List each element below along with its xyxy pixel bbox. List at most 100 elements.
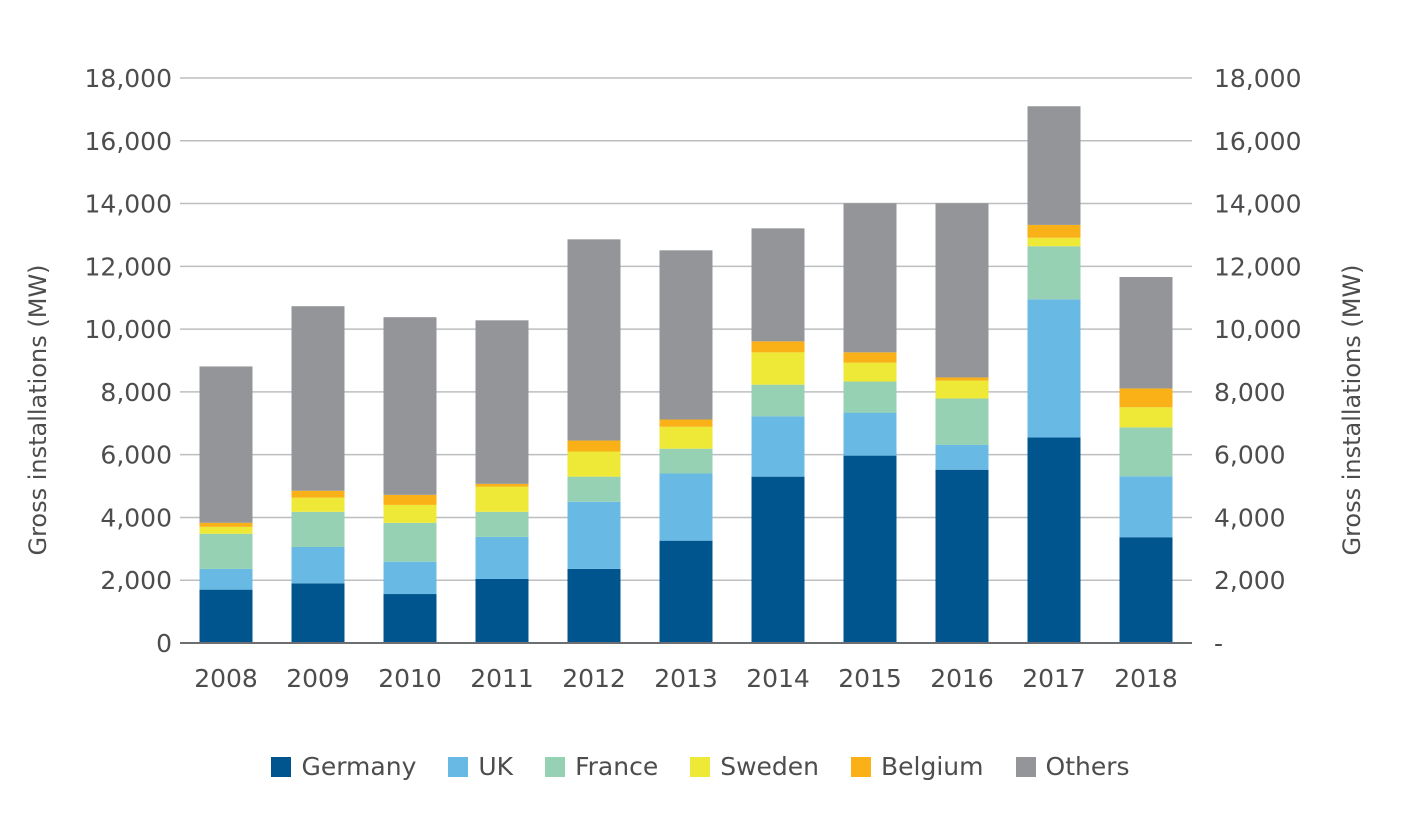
bar-sweden-2018 [1119, 407, 1173, 428]
bar-france-2016 [935, 398, 989, 445]
y-tick-label-left: 12,000 [85, 252, 172, 281]
y-tick-label-left: 10,000 [85, 315, 172, 344]
bar-stack-2018 [1119, 277, 1173, 643]
x-axis-ticks: 2008 2009 2010 2011 2012 2013 2014 2015 2016 2017… [194, 664, 1178, 693]
bar-uk-2015 [843, 412, 897, 456]
legend-item-sweden: Sweden [690, 752, 819, 781]
bar-france-2009 [291, 511, 345, 547]
y-axis-right-title: Gross installations (MW) [1338, 264, 1366, 555]
bar-uk-2010 [383, 561, 437, 595]
bar-stack-2016 [935, 203, 989, 643]
bar-germany-2017 [1027, 437, 1081, 643]
bar-belgium-2008 [199, 522, 253, 527]
x-tick-label: 2009 [286, 664, 350, 693]
bar-uk-2018 [1119, 476, 1173, 538]
bar-stack-2017 [1027, 106, 1081, 643]
bar-stack-2013 [659, 250, 713, 643]
legend-swatch [448, 756, 469, 777]
bar-germany-2008 [199, 589, 253, 643]
legend-swatch [271, 756, 292, 777]
bar-uk-2009 [291, 546, 345, 584]
bar-sweden-2016 [935, 380, 989, 399]
bar-france-2017 [1027, 246, 1081, 300]
y-tick-label-right: 18,000 [1214, 64, 1301, 93]
y-tick-label-left: 0 [156, 629, 172, 658]
bar-stack-2015 [843, 203, 897, 643]
bar-germany-2012 [567, 568, 621, 643]
bar-others-2008 [199, 366, 253, 523]
bar-sweden-2017 [1027, 237, 1081, 247]
bar-germany-2009 [291, 583, 345, 643]
bar-belgium-2013 [659, 419, 713, 427]
x-tick-label: 2008 [194, 664, 258, 693]
legend-label: UK [478, 752, 514, 781]
bar-france-2013 [659, 448, 713, 474]
y-tick-label-right: 10,000 [1214, 315, 1301, 344]
y-tick-label-left: 2,000 [100, 566, 172, 595]
bar-others-2010 [383, 317, 437, 495]
bar-stack-2011 [475, 320, 529, 643]
bar-uk-2011 [475, 536, 529, 579]
legend-label: Others [1045, 752, 1130, 781]
legend-swatch [690, 756, 711, 777]
x-tick-label: 2015 [838, 664, 902, 693]
x-tick-label: 2010 [378, 664, 442, 693]
bar-france-2014 [751, 384, 805, 417]
bar-france-2012 [567, 476, 621, 502]
legend-item-belgium: Belgium [851, 752, 984, 781]
bar-others-2009 [291, 306, 345, 491]
legend-label: Sweden [720, 752, 820, 781]
bar-stack-2014 [751, 228, 805, 643]
y-tick-label-left: 4,000 [100, 503, 172, 532]
bar-others-2016 [935, 203, 989, 378]
bar-uk-2008 [199, 568, 253, 590]
bar-belgium-2010 [383, 494, 437, 505]
legend-item-france: France [545, 752, 658, 781]
y-axis-left-ticks: 0 2,000 4,000 6,000 8,000 10,000 12,000 14,000 1… [85, 64, 172, 658]
y-tick-label-left: 8,000 [100, 378, 172, 407]
legend-label: Germany [301, 752, 417, 781]
bar-france-2011 [475, 511, 529, 537]
legend-swatch [1015, 756, 1036, 777]
bar-uk-2017 [1027, 299, 1081, 438]
legend-item-others: Others [1015, 752, 1130, 781]
bar-belgium-2018 [1119, 388, 1173, 408]
stacked-bar-chart: 0 2,000 4,000 6,000 8,000 10,000 12,000 14,000 1… [24, 64, 1366, 693]
bars [199, 106, 1173, 643]
x-tick-label: 2012 [562, 664, 626, 693]
bar-stack-2012 [567, 239, 621, 643]
y-tick-label-right: 16,000 [1214, 127, 1301, 156]
bar-others-2011 [475, 320, 529, 484]
x-tick-label: 2018 [1114, 664, 1178, 693]
bar-france-2008 [199, 533, 253, 569]
legend-label: Belgium [881, 752, 984, 781]
legend-swatch [545, 756, 566, 777]
bar-germany-2014 [751, 476, 805, 643]
legend-swatch [851, 756, 872, 777]
bar-germany-2010 [383, 594, 437, 643]
bar-stack-2008 [199, 366, 253, 643]
y-tick-label-right: 2,000 [1214, 566, 1286, 595]
bar-sweden-2013 [659, 426, 713, 449]
y-tick-label-left: 14,000 [85, 190, 172, 219]
bar-germany-2016 [935, 469, 989, 643]
bar-belgium-2015 [843, 352, 897, 363]
y-axis-right-ticks: - 2,000 4,000 6,000 8,000 10,000 12,000 14,000 1… [1214, 64, 1301, 658]
bar-belgium-2012 [567, 440, 621, 452]
bar-stack-2010 [383, 317, 437, 643]
bar-sweden-2009 [291, 497, 345, 512]
legend: Germany UK France Sweden Belgium Others [0, 752, 1401, 781]
bar-belgium-2016 [935, 377, 989, 381]
bar-uk-2013 [659, 473, 713, 541]
bar-france-2010 [383, 522, 437, 562]
legend-label: France [575, 752, 659, 781]
legend-item-uk: UK [448, 752, 513, 781]
bar-sweden-2014 [751, 352, 805, 385]
y-tick-label-right: - [1214, 629, 1223, 658]
bar-france-2018 [1119, 427, 1173, 477]
y-tick-label-right: 8,000 [1214, 378, 1286, 407]
bar-uk-2016 [935, 444, 989, 470]
x-tick-label: 2013 [654, 664, 718, 693]
bar-belgium-2017 [1027, 224, 1081, 238]
bar-others-2018 [1119, 277, 1173, 389]
